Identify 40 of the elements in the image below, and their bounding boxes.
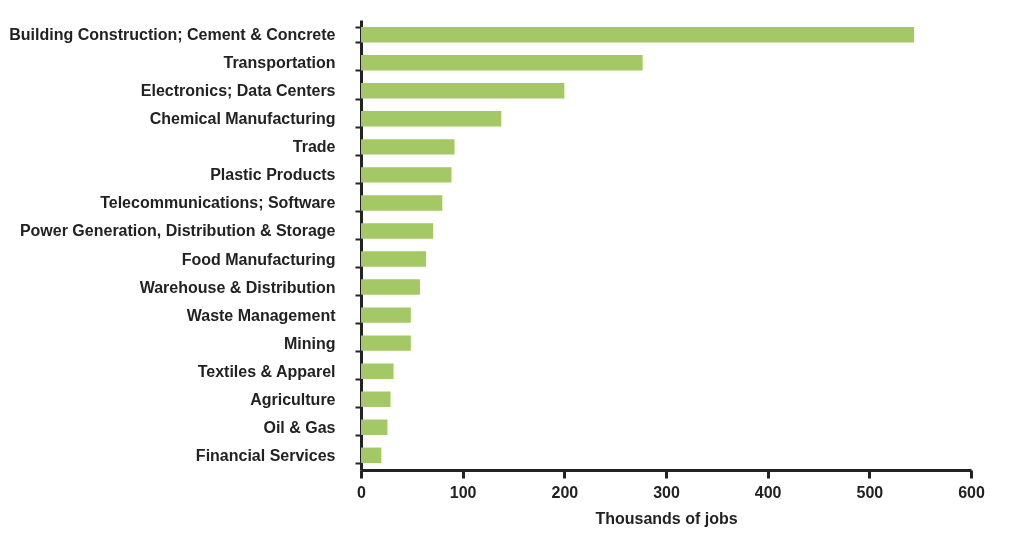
x-tick-label: 400: [754, 483, 782, 501]
y-tick-label: Agriculture: [250, 390, 336, 408]
y-tick-label: Trade: [292, 138, 336, 156]
y-tick-label: Power Generation, Distribution & Storage: [19, 222, 336, 240]
y-tick-label: Warehouse & Distribution: [139, 278, 336, 296]
bar: [361, 419, 388, 435]
y-tick-label: Telecommunications; Software: [100, 194, 336, 212]
y-tick-label: Building Construction; Cement & Concrete: [9, 26, 336, 44]
x-tick-label: 200: [551, 483, 579, 501]
y-tick-label: Waste Management: [186, 306, 337, 324]
bar: [361, 139, 455, 155]
bar: [361, 279, 420, 295]
bar: [361, 447, 382, 463]
x-tick-label: 100: [449, 483, 477, 501]
bar: [361, 363, 394, 379]
y-tick-label: Financial Services: [195, 446, 336, 464]
y-tick-label: Oil & Gas: [263, 418, 336, 436]
bar: [361, 335, 411, 351]
y-tick-label: Chemical Manufacturing: [149, 110, 336, 128]
bar: [361, 55, 643, 71]
bar: [361, 167, 452, 183]
x-tick-label: 0: [357, 483, 367, 501]
bar: [361, 111, 502, 127]
bar: [361, 83, 565, 99]
y-tick-label: Food Manufacturing: [181, 250, 336, 268]
x-axis-title: Thousands of jobs: [595, 509, 738, 527]
bar: [361, 223, 434, 239]
bar: [361, 195, 443, 211]
y-tick-label: Transportation: [223, 54, 336, 72]
bar: [361, 391, 391, 407]
y-tick-label: Electronics; Data Centers: [140, 82, 336, 100]
bar: [361, 251, 427, 267]
x-tick-label: 300: [653, 483, 680, 501]
y-tick-label: Plastic Products: [210, 166, 336, 184]
x-tick-label: 600: [958, 483, 985, 501]
bar: [361, 27, 915, 43]
x-tick-label: 500: [856, 483, 884, 501]
y-tick-label: Mining: [283, 334, 336, 352]
y-tick-label: Textiles & Apparel: [197, 362, 336, 380]
bar: [361, 307, 411, 323]
